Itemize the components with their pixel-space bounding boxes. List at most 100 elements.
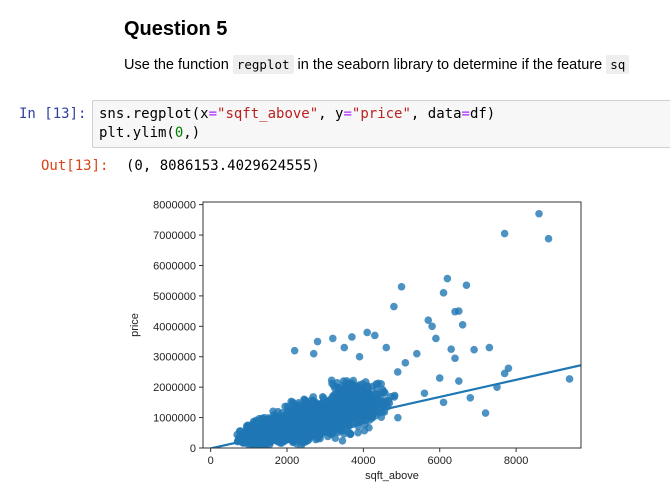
plot-area [207, 209, 581, 448]
in-prompt: In [13]: [19, 106, 87, 122]
data-point [255, 414, 264, 423]
data-point [500, 229, 509, 238]
data-point [385, 399, 394, 408]
question-text: Use the function regplot in the seaborn … [124, 55, 630, 74]
data-point [318, 392, 327, 401]
data-point [470, 345, 478, 354]
code-token: ,) [183, 125, 201, 141]
y-tick-label: 8000000 [153, 200, 196, 212]
code-token: "sqft_above" [217, 106, 319, 122]
x-tick-label: 0 [208, 455, 214, 467]
data-point [435, 374, 444, 382]
data-point [320, 402, 328, 411]
x-tick-label: 6000 [427, 455, 451, 467]
code-token: 0 [174, 125, 184, 141]
data-point [281, 415, 290, 424]
data-point [397, 282, 406, 291]
code-token: df) [469, 106, 496, 122]
code-token: plt.ylim( [99, 125, 175, 141]
data-point [413, 349, 421, 358]
data-point [565, 375, 574, 383]
code-token: sns.regplot(x [99, 106, 209, 122]
y-axis-label: price [129, 313, 141, 337]
data-point [380, 387, 388, 396]
data-point [340, 385, 348, 394]
data-point [354, 428, 362, 437]
data-point [377, 413, 386, 421]
data-point [458, 320, 467, 329]
output-value: (0, 8086153.4029624555) [126, 158, 320, 174]
data-point [329, 334, 337, 343]
data-point [290, 435, 298, 444]
data-point [447, 345, 455, 353]
data-point [363, 328, 371, 337]
data-point [303, 431, 312, 440]
data-point [245, 421, 254, 430]
data-point [362, 397, 371, 406]
data-point [481, 409, 490, 417]
data-point [342, 396, 351, 405]
y-tick-label: 2000000 [153, 382, 196, 394]
data-point [296, 403, 305, 411]
code-token: , data [410, 106, 462, 122]
code-token: "price" [351, 106, 411, 122]
code-token: = [208, 106, 218, 122]
x-tick-label: 4000 [351, 455, 375, 467]
data-point [393, 368, 402, 376]
data-point [290, 346, 299, 355]
data-point [535, 209, 543, 218]
data-point [451, 354, 459, 363]
data-point [357, 388, 366, 397]
data-point [374, 390, 383, 399]
data-point [394, 413, 402, 422]
data-point [390, 302, 398, 311]
data-point [348, 333, 356, 341]
data-point [443, 274, 452, 283]
x-tick-label: 8000 [504, 455, 528, 467]
data-point [280, 437, 288, 446]
code-token: = [343, 106, 352, 122]
data-point [369, 400, 377, 408]
question-text-middle: in the seaborn library to determine if t… [293, 57, 607, 73]
y-tick-label: 5000000 [153, 291, 196, 303]
y-tick-label: 7000000 [153, 230, 196, 242]
data-point [368, 382, 377, 391]
data-point [466, 394, 475, 402]
x-axis-label: sqft_above [365, 470, 419, 482]
data-point [342, 377, 351, 385]
y-tick-label: 1000000 [153, 413, 196, 425]
data-point [382, 343, 391, 352]
data-point [297, 412, 306, 420]
data-point [259, 422, 267, 430]
regplot-chart: 0 2000 4000 6000 8000 0 1000000 2000000 3000000 4… [129, 200, 582, 482]
x-tick-label: 2000 [275, 455, 299, 467]
data-point [544, 234, 553, 243]
data-point [432, 334, 440, 343]
data-point [327, 376, 336, 385]
data-point [351, 398, 359, 407]
data-point [324, 408, 332, 417]
y-tick-label: 6000000 [153, 260, 196, 272]
data-point [314, 431, 322, 439]
code-token: , y [318, 106, 344, 122]
code-token: = [461, 106, 470, 122]
out-prompt: Out[13]: [41, 158, 109, 174]
data-point [350, 405, 359, 413]
data-point [249, 440, 258, 448]
code-text[interactable]: sns.regplot(x="sqft_above", y="price", d… [99, 105, 495, 143]
data-point [485, 343, 494, 352]
data-point [273, 436, 281, 445]
data-point [371, 331, 379, 340]
data-point [401, 359, 410, 367]
data-point [313, 337, 322, 346]
data-point [309, 349, 318, 358]
data-point [504, 364, 513, 373]
data-point [439, 289, 448, 297]
data-point [455, 377, 463, 385]
data-point [284, 406, 293, 415]
inline-code-regplot: regplot [232, 55, 294, 74]
y-tick-label: 4000000 [153, 321, 196, 333]
y-tick-label: 0 [190, 443, 196, 455]
data-point [332, 409, 340, 418]
code-editor[interactable]: sns.regplot(x="sqft_above", y="price", d… [92, 100, 670, 148]
